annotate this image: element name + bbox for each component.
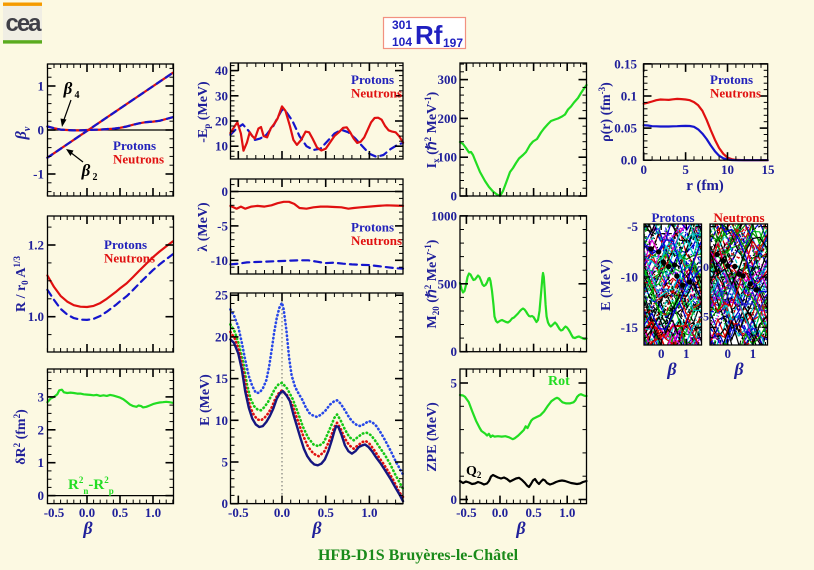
svg-text:Protons: Protons — [351, 72, 394, 87]
svg-text:Neutrons: Neutrons — [113, 152, 164, 167]
svg-text:r (fm): r (fm) — [686, 178, 724, 194]
svg-text:0.0: 0.0 — [274, 505, 290, 520]
svg-text:0.05: 0.05 — [614, 121, 637, 136]
svg-text:Protons: Protons — [351, 220, 394, 235]
svg-text:1: 1 — [38, 79, 45, 94]
svg-text:Rot: Rot — [548, 374, 570, 389]
svg-text:1.0: 1.0 — [559, 505, 575, 520]
svg-text:301: 301 — [392, 18, 412, 32]
svg-text:Neutrons: Neutrons — [351, 233, 402, 248]
svg-text:104: 104 — [392, 35, 412, 49]
svg-text:200: 200 — [438, 111, 458, 126]
svg-text:β: β — [81, 161, 91, 180]
svg-text:2: 2 — [38, 422, 45, 437]
svg-text:0: 0 — [38, 488, 45, 503]
svg-text:15: 15 — [215, 371, 229, 386]
svg-text:1000: 1000 — [431, 208, 457, 223]
svg-text:0: 0 — [451, 344, 458, 359]
svg-text:0.0: 0.0 — [621, 153, 637, 168]
svg-text:Neutrons: Neutrons — [104, 251, 155, 266]
svg-text:10: 10 — [215, 139, 228, 154]
svg-text:0: 0 — [451, 492, 458, 507]
svg-text:1: 1 — [750, 346, 757, 361]
svg-text:0.5: 0.5 — [525, 505, 542, 520]
svg-text:-Ep (MeV): -Ep (MeV) — [196, 81, 212, 143]
svg-text:40: 40 — [215, 63, 228, 78]
svg-text:0: 0 — [38, 123, 45, 138]
svg-text:1: 1 — [683, 346, 690, 361]
svg-text:5: 5 — [451, 376, 458, 391]
svg-text:-15: -15 — [621, 320, 639, 335]
svg-text:0: 0 — [724, 346, 731, 361]
svg-text:0.0: 0.0 — [79, 505, 95, 520]
svg-text:4: 4 — [75, 90, 80, 101]
svg-text:Ix (ℏ2 MeV-1): Ix (ℏ2 MeV-1) — [423, 91, 441, 168]
svg-text:ρ(r) (fm-3): ρ(r) (fm-3) — [597, 82, 614, 142]
svg-text:10: 10 — [721, 162, 734, 177]
svg-text:0: 0 — [658, 346, 665, 361]
svg-text:2: 2 — [93, 172, 98, 183]
svg-text:cea: cea — [5, 10, 42, 37]
svg-text:Neutrons: Neutrons — [713, 210, 764, 225]
svg-text:ZPE (MeV): ZPE (MeV) — [425, 402, 440, 472]
svg-text:0.5: 0.5 — [112, 505, 129, 520]
svg-text:5: 5 — [222, 455, 229, 470]
svg-text:10: 10 — [215, 413, 228, 428]
svg-text:β: β — [733, 359, 744, 379]
svg-text:-10: -10 — [621, 270, 638, 285]
svg-text:25: 25 — [215, 288, 229, 303]
svg-text:0.15: 0.15 — [614, 56, 637, 71]
svg-text:Neutrons: Neutrons — [710, 86, 761, 101]
svg-text:0: 0 — [222, 184, 229, 199]
svg-text:1: 1 — [38, 455, 45, 470]
svg-text:Protons: Protons — [113, 138, 156, 153]
svg-text:0: 0 — [222, 496, 229, 511]
svg-text:1.0: 1.0 — [145, 505, 161, 520]
svg-text:0.1: 0.1 — [621, 89, 637, 104]
svg-text:-1: -1 — [33, 167, 44, 182]
svg-text:0.5: 0.5 — [318, 505, 335, 520]
svg-text:20: 20 — [215, 329, 228, 344]
svg-text:Neutrons: Neutrons — [351, 86, 402, 101]
svg-text:300: 300 — [438, 72, 458, 87]
svg-text:0: 0 — [703, 260, 709, 274]
svg-text:Protons: Protons — [651, 210, 694, 225]
svg-text:1.0: 1.0 — [28, 309, 44, 324]
svg-text:HFB-D1S Bruyères-le-Châtel: HFB-D1S Bruyères-le-Châtel — [318, 547, 519, 564]
svg-text:R / r0 A1/3: R / r0 A1/3 — [12, 255, 30, 312]
svg-text:1.0: 1.0 — [361, 505, 377, 520]
svg-text:-0.5: -0.5 — [44, 505, 65, 520]
svg-text:0.0: 0.0 — [492, 505, 508, 520]
svg-text:E (MeV): E (MeV) — [599, 259, 614, 311]
svg-text:β: β — [515, 518, 526, 538]
svg-text:-5: -5 — [217, 218, 228, 233]
svg-text:β: β — [311, 518, 322, 538]
svg-text:Protons: Protons — [710, 72, 753, 87]
svg-text:0: 0 — [640, 162, 647, 177]
svg-text:-5: -5 — [627, 219, 638, 234]
svg-text:β: β — [666, 359, 677, 379]
svg-text:15: 15 — [762, 162, 776, 177]
svg-text:197: 197 — [443, 36, 463, 50]
svg-text:δR2 (fm2): δR2 (fm2) — [12, 409, 29, 465]
svg-text:1.2: 1.2 — [28, 238, 44, 253]
svg-text:Protons: Protons — [104, 237, 147, 252]
svg-text:500: 500 — [438, 276, 458, 291]
svg-text:0: 0 — [451, 189, 458, 204]
svg-text:β: β — [82, 518, 93, 538]
svg-text:Rf: Rf — [415, 20, 443, 50]
svg-text:λ (MeV): λ (MeV) — [196, 202, 211, 252]
svg-text:-10: -10 — [211, 253, 228, 268]
svg-text:-0.5: -0.5 — [456, 505, 477, 520]
svg-text:-5: -5 — [699, 310, 709, 324]
svg-text:β: β — [63, 79, 73, 98]
svg-text:-0.5: -0.5 — [228, 505, 249, 520]
svg-text:E (MeV): E (MeV) — [198, 374, 213, 426]
svg-text:M20 (ℏ2 MeV-1): M20 (ℏ2 MeV-1) — [423, 239, 441, 328]
svg-text:30: 30 — [215, 88, 228, 103]
svg-text:20: 20 — [215, 114, 228, 129]
svg-text:5: 5 — [682, 162, 689, 177]
svg-text:3: 3 — [38, 389, 45, 404]
svg-text:100: 100 — [438, 150, 458, 165]
